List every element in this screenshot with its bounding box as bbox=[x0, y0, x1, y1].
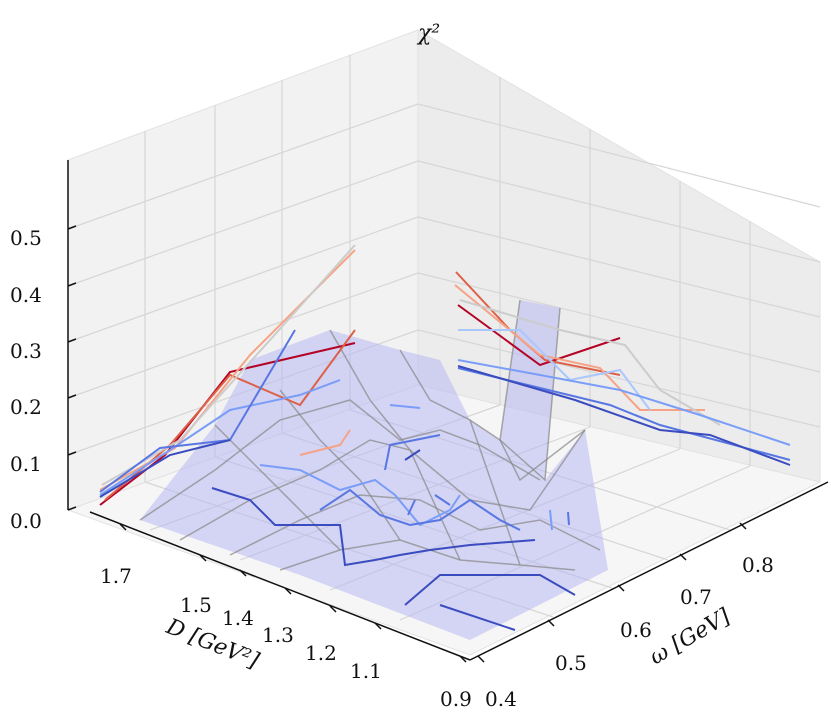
y-axis-label: ω [GeV] bbox=[646, 604, 736, 670]
z-tick-label: 0.4 bbox=[10, 283, 42, 307]
contour-23 bbox=[404, 574, 576, 606]
x-axis bbox=[89, 511, 471, 663]
y-tick-label: 0.4 bbox=[485, 687, 517, 711]
contour-21 bbox=[319, 488, 521, 531]
z-tick-label: 0.0 bbox=[10, 509, 42, 533]
x-tick-label: 1.2 bbox=[305, 641, 337, 665]
contour-10 bbox=[454, 284, 705, 411]
x-tick-labels: 1.7 1.5 1.4 1.3 1.2 1.1 0.9 bbox=[100, 564, 472, 711]
contour-13 bbox=[457, 359, 791, 446]
surface bbox=[140, 300, 608, 640]
z-tick-label: 0.1 bbox=[10, 452, 42, 476]
z-axis bbox=[67, 160, 77, 511]
z-axis-label: χ² bbox=[416, 21, 440, 46]
y-tick-labels: 0.4 0.5 0.6 0.7 0.8 bbox=[485, 553, 774, 711]
z-tick-label: 0.5 bbox=[10, 226, 42, 250]
contour-16 bbox=[299, 429, 351, 456]
contour-20 bbox=[404, 449, 421, 461]
contour-18 bbox=[389, 404, 421, 409]
x-tick-label: 0.9 bbox=[440, 687, 472, 711]
contour-7 bbox=[99, 439, 231, 498]
contour-28 bbox=[434, 494, 451, 506]
contour-6 bbox=[99, 329, 296, 493]
x-tick-label: 1.1 bbox=[350, 659, 382, 683]
x-tick-label: 1.4 bbox=[222, 606, 254, 630]
z-tick-label: 0.2 bbox=[10, 395, 42, 419]
x-tick-label: 1.5 bbox=[180, 593, 212, 617]
contour-22 bbox=[211, 487, 536, 567]
contours bbox=[99, 244, 791, 631]
x-tick-label: 1.7 bbox=[100, 564, 132, 588]
contour-26 bbox=[549, 509, 553, 531]
contour-17 bbox=[259, 464, 461, 527]
x-tick-label: 1.3 bbox=[262, 623, 294, 647]
y-axis bbox=[469, 481, 829, 663]
z-tick-label: 0.3 bbox=[10, 339, 42, 363]
y-tick-label: 0.8 bbox=[742, 553, 774, 577]
y-tick-label: 0.6 bbox=[620, 618, 652, 642]
y-tick-label: 0.7 bbox=[680, 585, 712, 609]
y-axis-line bbox=[469, 481, 829, 661]
z-tick-labels: 0.0 0.1 0.2 0.3 0.4 0.5 bbox=[10, 226, 42, 533]
x-axis-line bbox=[89, 511, 471, 661]
contour-15 bbox=[457, 365, 791, 466]
surface-main bbox=[140, 300, 608, 640]
contour-8 bbox=[457, 304, 621, 367]
contour-24 bbox=[439, 604, 516, 631]
contour-5 bbox=[99, 379, 341, 496]
contour-27 bbox=[567, 511, 570, 526]
contour-19 bbox=[384, 434, 441, 471]
contour-11 bbox=[459, 299, 721, 426]
contour-25 bbox=[407, 499, 416, 516]
y-tick-label: 0.5 bbox=[555, 651, 587, 675]
